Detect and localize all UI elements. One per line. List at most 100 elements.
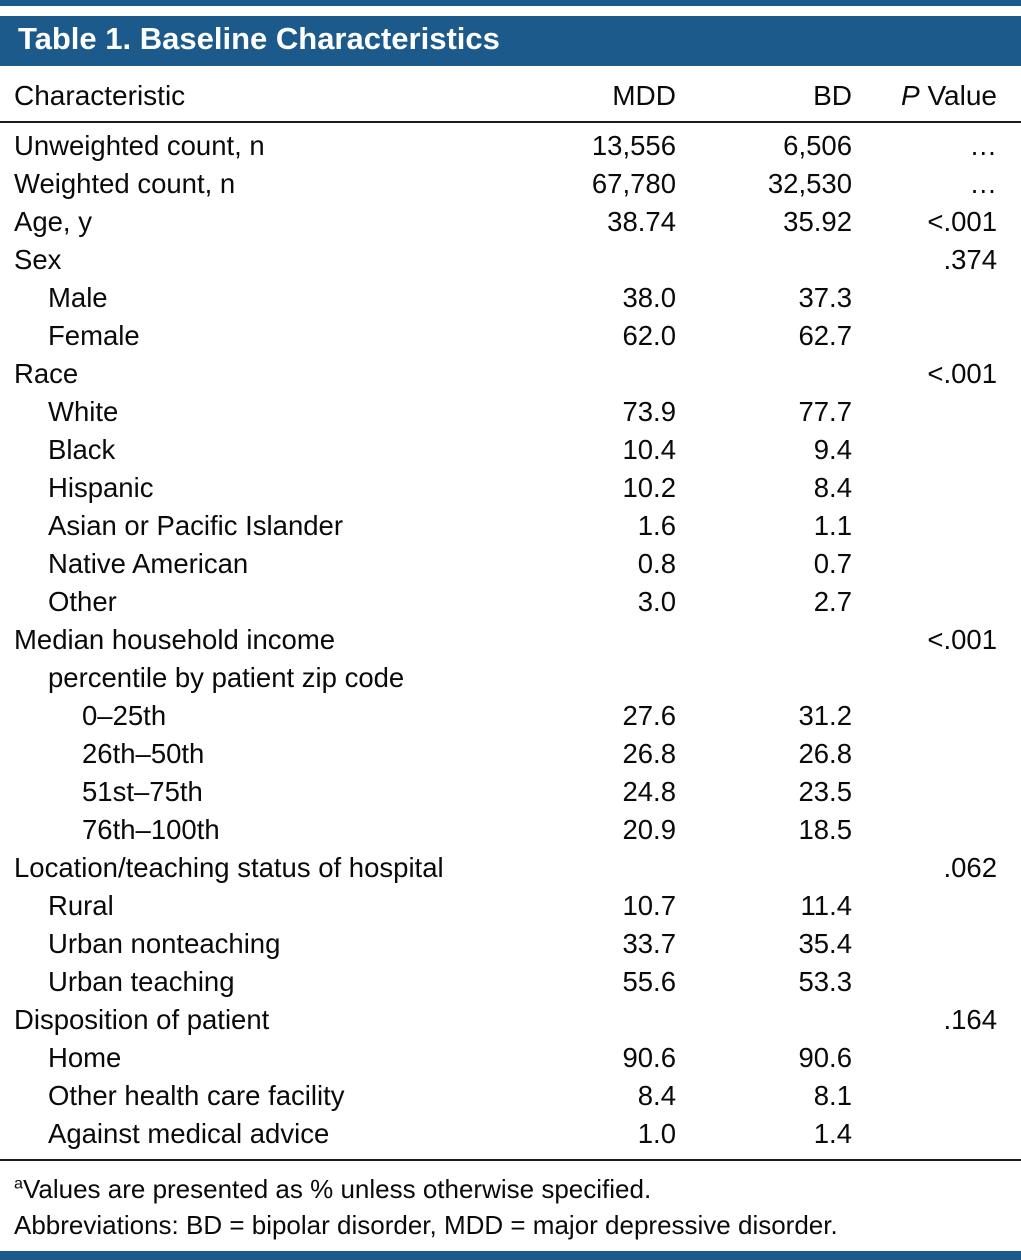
mdd-value: 73.9 [622,396,676,428]
row-label: 51st–75th [82,776,203,808]
row-label: Age, y [14,206,92,238]
mdd-value: 38.74 [607,206,676,238]
baseline-characteristics-table: Characteristic MDD BD P Value Unweighted… [0,66,1021,1153]
row-label: Other [48,586,117,618]
table-row: Rural 10.7 11.4 [0,887,1021,925]
table-row: Unweighted count, n 13,556 6,506 … [0,127,1021,165]
row-label: Male [48,282,108,314]
row-label: 76th–100th [82,814,220,846]
bd-value: 31.2 [798,700,852,732]
bd-value: 6,506 [783,130,852,162]
row-label: Sex [14,244,62,276]
row-label: Urban nonteaching [48,928,281,960]
table-row: Age, y 38.74 35.92 <.001 [0,203,1021,241]
table-title: Table 1. Baseline Characteristics [18,21,500,57]
bd-value: 0.7 [813,548,852,580]
row-label: Native American [48,548,249,580]
row-label: percentile by patient zip code [48,662,405,694]
bd-value: 1.4 [813,1118,852,1150]
table-row: percentile by patient zip code [0,659,1021,697]
table-row: 76th–100th 20.9 18.5 [0,811,1021,849]
bd-value: 37.3 [798,282,852,314]
mdd-value: 3.0 [637,586,676,618]
footnotes: aValues are presented as % unless otherw… [0,1159,1021,1251]
bd-value: 53.3 [798,966,852,998]
table-row: Disposition of patient .164 [0,1001,1021,1039]
mdd-value: 10.4 [622,434,676,466]
table-row: Location/teaching status of hospital .06… [0,849,1021,887]
bd-value: 9.4 [813,434,852,466]
row-label: 0–25th [82,700,167,732]
table-row: Native American 0.8 0.7 [0,545,1021,583]
mdd-value: 10.2 [622,472,676,504]
table-row: 0–25th 27.6 31.2 [0,697,1021,735]
col-header-characteristic: Characteristic [14,80,186,112]
bd-value: 90.6 [798,1042,852,1074]
table-row: Against medical advice 1.0 1.4 [0,1115,1021,1153]
table-row: Female 62.0 62.7 [0,317,1021,355]
row-label: Hispanic [48,472,154,504]
col-header-pvalue: P Value [852,80,997,112]
table-row: Sex .374 [0,241,1021,279]
col-header-mdd: MDD [612,80,676,112]
p-value: … [969,168,998,200]
p-value: .164 [943,1004,997,1036]
table-row: Home 90.6 90.6 [0,1039,1021,1077]
table-header-row: Characteristic MDD BD P Value [0,66,1021,124]
mdd-value: 20.9 [622,814,676,846]
row-label: Urban teaching [48,966,235,998]
row-label: Weighted count, n [14,168,236,200]
table-row: Other 3.0 2.7 [0,583,1021,621]
footnote-values-text: Values are presented as % unless otherwi… [22,1174,652,1205]
footnote-abbreviations-text: Abbreviations: BD = bipolar disorder, MD… [14,1210,838,1241]
table-title-bar: Table 1. Baseline Characteristics [0,16,1021,67]
row-label: White [48,396,119,428]
footnote-abbreviations: Abbreviations: BD = bipolar disorder, MD… [14,1207,1007,1243]
mdd-value: 0.8 [637,548,676,580]
bd-value: 35.4 [798,928,852,960]
bd-value: 1.1 [813,510,852,542]
bd-value: 23.5 [798,776,852,808]
mdd-value: 24.8 [622,776,676,808]
top-rule [0,0,1021,7]
table-row: Urban nonteaching 33.7 35.4 [0,925,1021,963]
p-value-italic-letter: P [900,80,920,112]
table-row: 51st–75th 24.8 23.5 [0,773,1021,811]
table-row: Male 38.0 37.3 [0,279,1021,317]
mdd-value: 13,556 [591,130,676,162]
mdd-value: 8.4 [637,1080,676,1112]
mdd-value: 67,780 [591,168,676,200]
p-value: <.001 [927,624,997,656]
mdd-value: 33.7 [622,928,676,960]
mdd-value: 10.7 [622,890,676,922]
p-value: <.001 [927,358,997,390]
table-row: Black 10.4 9.4 [0,431,1021,469]
table-row: Asian or Pacific Islander 1.6 1.1 [0,507,1021,545]
row-label: Home [48,1042,122,1074]
table-row: Median household income <.001 [0,621,1021,659]
mdd-value: 27.6 [622,700,676,732]
table-row: Weighted count, n 67,780 32,530 … [0,165,1021,203]
row-label: Black [48,434,116,466]
p-value: .062 [943,852,997,884]
table-row: Urban teaching 55.6 53.3 [0,963,1021,1001]
bd-value: 26.8 [798,738,852,770]
mdd-value: 26.8 [622,738,676,770]
table-row: 26th–50th 26.8 26.8 [0,735,1021,773]
bd-value: 11.4 [800,890,852,922]
mdd-value: 1.6 [637,510,676,542]
bd-value: 18.5 [798,814,852,846]
p-value: .374 [943,244,997,276]
table-body: Unweighted count, n 13,556 6,506 … Weigh… [0,123,1021,1153]
table-row: Hispanic 10.2 8.4 [0,469,1021,507]
mdd-value: 1.0 [637,1118,676,1150]
bd-value: 32,530 [767,168,852,200]
table-row: Other health care facility 8.4 8.1 [0,1077,1021,1115]
footnote-superscript: a [14,1174,23,1193]
mdd-value: 62.0 [622,320,676,352]
row-label: Race [14,358,79,390]
mdd-value: 38.0 [622,282,676,314]
bottom-rule [0,1251,1021,1260]
table-row: Race <.001 [0,355,1021,393]
